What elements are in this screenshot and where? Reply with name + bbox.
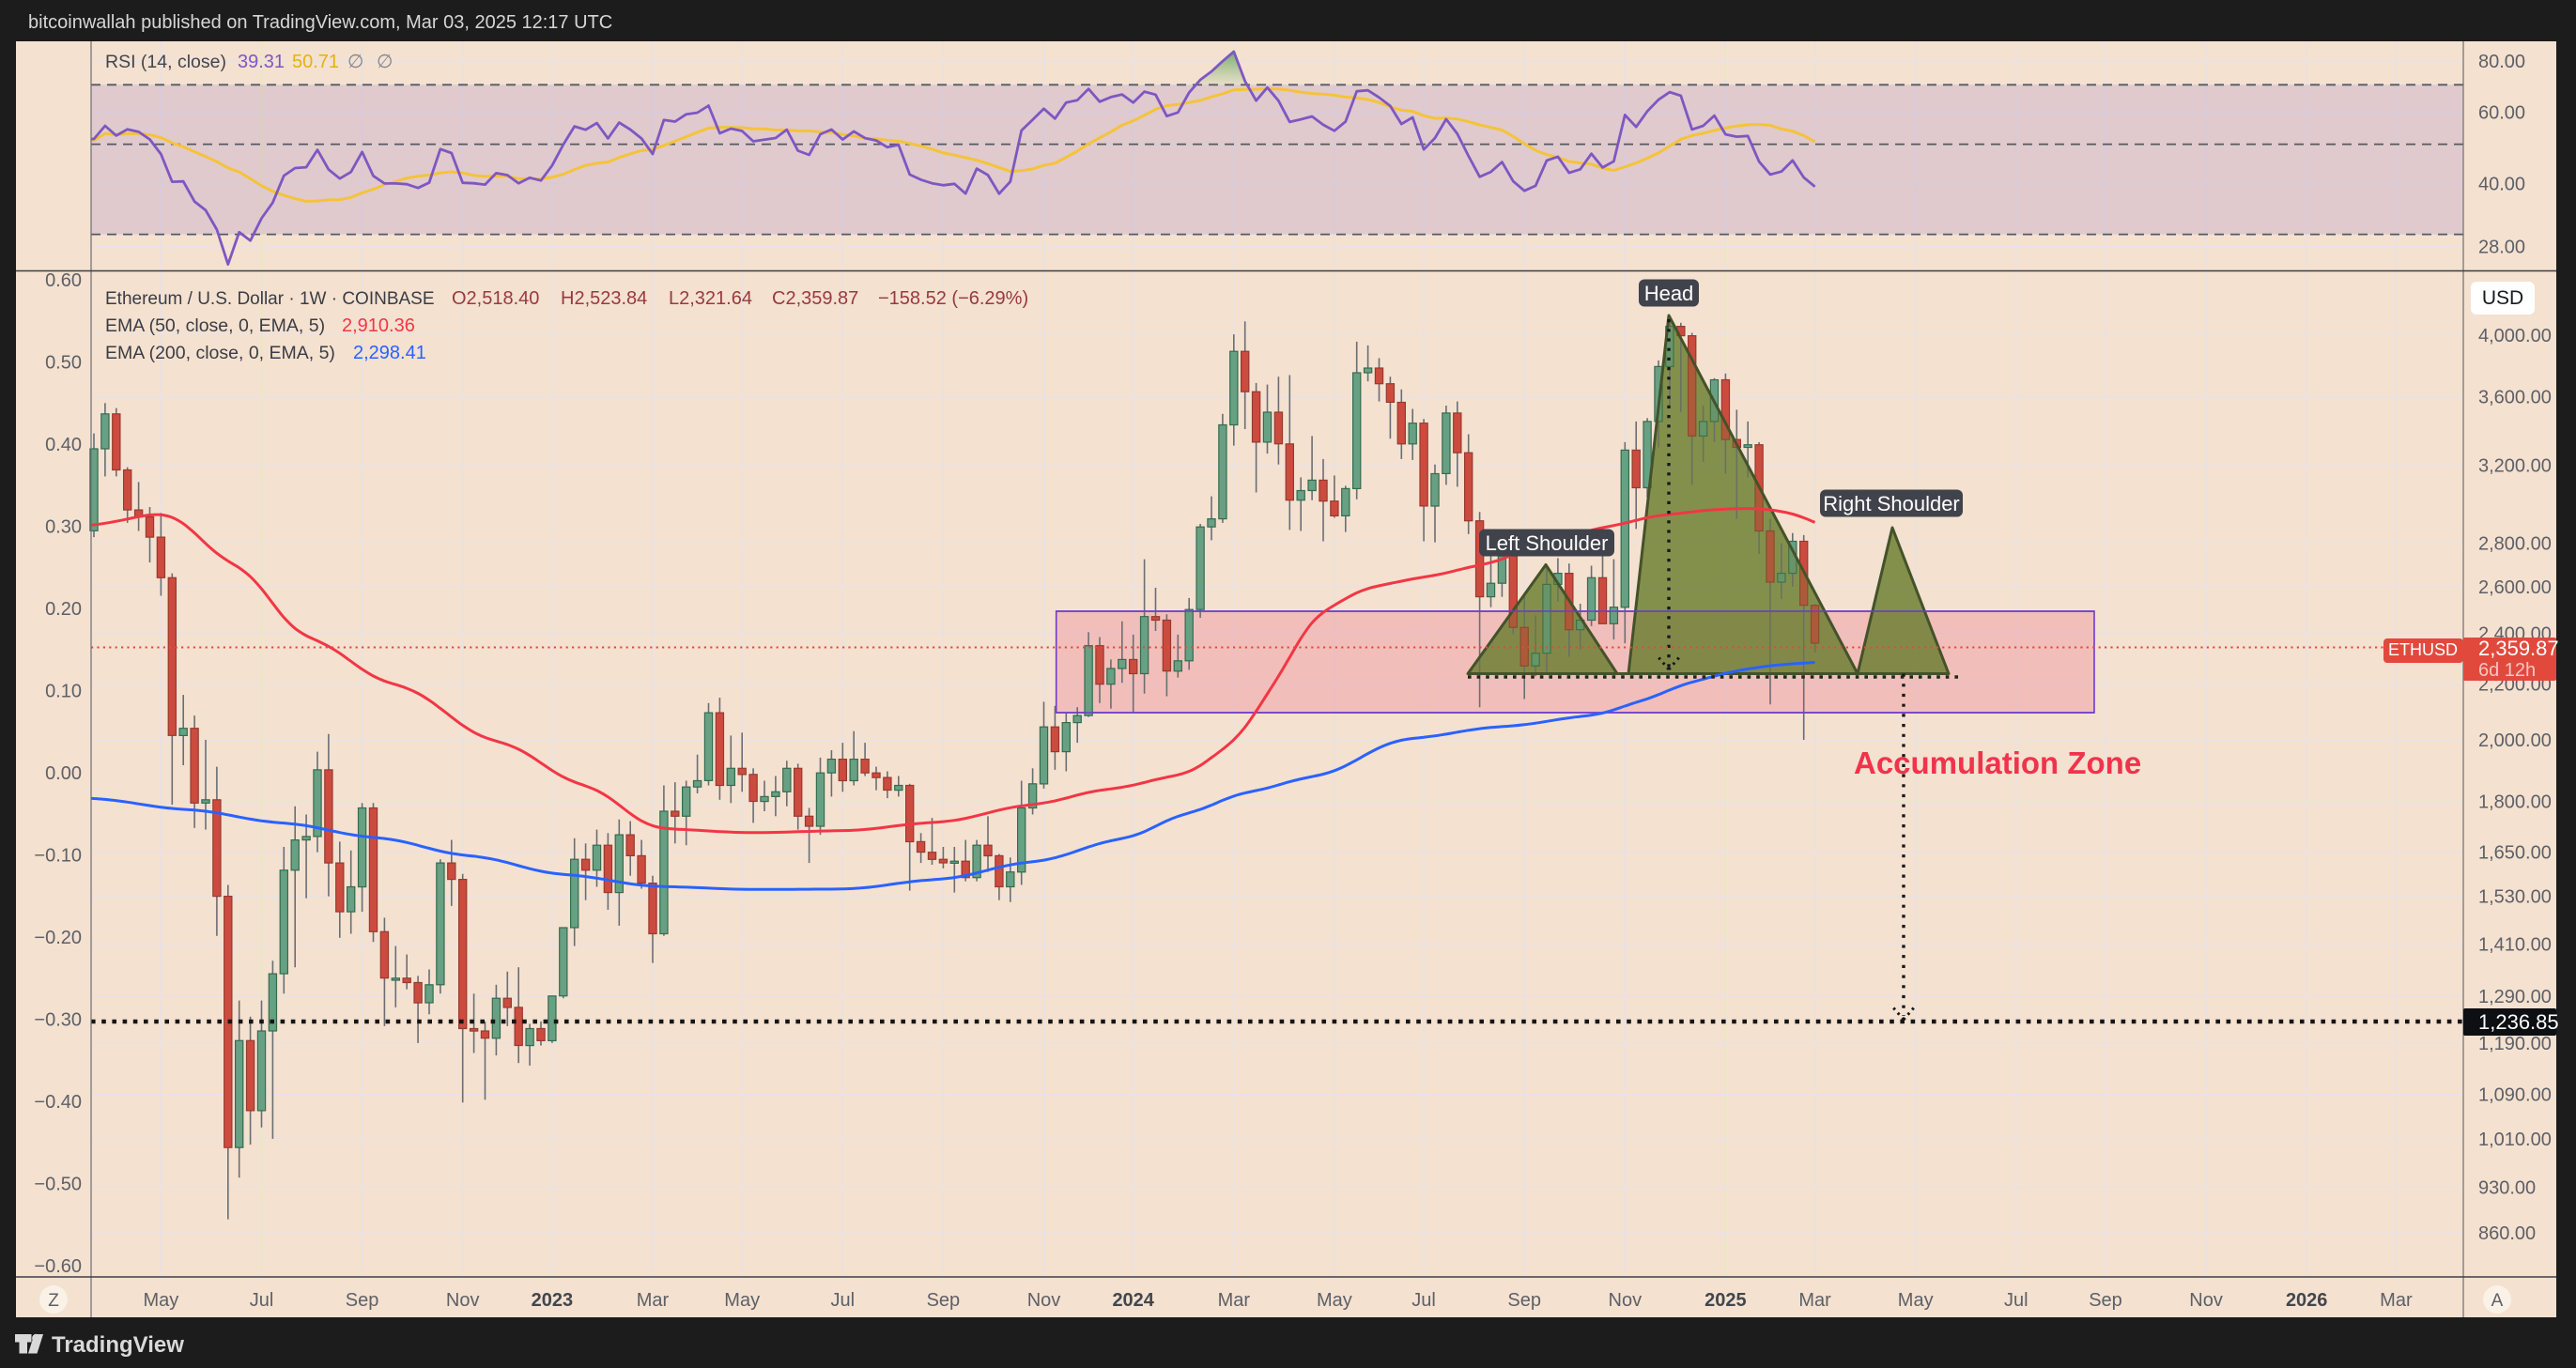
svg-text:2,298.41: 2,298.41: [353, 343, 426, 363]
svg-text:2,000.00: 2,000.00: [2478, 730, 2552, 751]
svg-text:bitcoinwallah published on Tra: bitcoinwallah published on TradingView.c…: [28, 12, 612, 33]
svg-text:USD: USD: [2482, 287, 2523, 309]
svg-text:Mar: Mar: [1798, 1290, 1831, 1311]
svg-text:6d 12h: 6d 12h: [2478, 660, 2536, 681]
svg-text:−0.40: −0.40: [34, 1092, 82, 1113]
svg-text:H2,523.84: H2,523.84: [561, 288, 647, 309]
svg-text:Mar: Mar: [2380, 1290, 2413, 1311]
svg-text:O2,518.40: O2,518.40: [452, 288, 539, 309]
svg-text:Sep: Sep: [2089, 1290, 2122, 1311]
svg-text:Nov: Nov: [1027, 1290, 1061, 1311]
svg-text:3,600.00: 3,600.00: [2478, 387, 2552, 407]
svg-text:Z: Z: [48, 1291, 59, 1311]
svg-text:Left Shoulder: Left Shoulder: [1486, 531, 1609, 555]
svg-text:A: A: [2491, 1291, 2504, 1311]
svg-text:Jul: Jul: [1411, 1290, 1436, 1311]
svg-text:0.30: 0.30: [45, 517, 82, 538]
svg-text:50.71: 50.71: [292, 52, 339, 72]
svg-text:Sep: Sep: [927, 1290, 961, 1311]
svg-text:860.00: 860.00: [2478, 1223, 2536, 1244]
svg-text:0.50: 0.50: [45, 353, 82, 374]
svg-text:1,090.00: 1,090.00: [2478, 1085, 2552, 1106]
svg-text:−0.20: −0.20: [34, 928, 82, 948]
svg-text:ETHUSD: ETHUSD: [2388, 640, 2458, 659]
svg-text:May: May: [144, 1290, 179, 1311]
svg-text:1,010.00: 1,010.00: [2478, 1130, 2552, 1150]
svg-text:Jul: Jul: [2004, 1290, 2028, 1311]
svg-text:0.20: 0.20: [45, 599, 82, 620]
svg-text:1,410.00: 1,410.00: [2478, 934, 2552, 955]
svg-text:Right Shoulder: Right Shoulder: [1823, 492, 1960, 515]
svg-text:2025: 2025: [1704, 1290, 1747, 1311]
svg-text:Mar: Mar: [1218, 1290, 1251, 1311]
svg-text:0.40: 0.40: [45, 435, 82, 455]
svg-text:Jul: Jul: [250, 1290, 274, 1311]
svg-text:C2,359.87: C2,359.87: [772, 288, 858, 309]
svg-text:−158.52 (−6.29%): −158.52 (−6.29%): [878, 288, 1028, 309]
svg-text:1,650.00: 1,650.00: [2478, 843, 2552, 864]
svg-text:Accumulation Zone: Accumulation Zone: [1854, 745, 2141, 780]
svg-text:3,200.00: 3,200.00: [2478, 456, 2552, 477]
svg-text:0.60: 0.60: [45, 270, 82, 291]
svg-text:0.00: 0.00: [45, 763, 82, 784]
svg-text:∅: ∅: [377, 52, 393, 72]
svg-text:Ethereum / U.S. Dollar · 1W ·: Ethereum / U.S. Dollar · 1W · COINBASE: [105, 289, 435, 309]
svg-text:−0.10: −0.10: [34, 846, 82, 867]
svg-text:1,290.00: 1,290.00: [2478, 987, 2552, 1007]
svg-text:RSI (14, close): RSI (14, close): [105, 52, 226, 72]
svg-text:1,236.85: 1,236.85: [2478, 1010, 2559, 1034]
svg-text:Nov: Nov: [2189, 1290, 2223, 1311]
svg-text:2023: 2023: [532, 1290, 574, 1311]
svg-text:2,910.36: 2,910.36: [342, 315, 415, 336]
svg-text:39.31: 39.31: [238, 52, 285, 72]
svg-text:1,530.00: 1,530.00: [2478, 887, 2552, 908]
svg-text:EMA (200, close, 0, EMA, 5): EMA (200, close, 0, EMA, 5): [105, 343, 335, 363]
svg-text:4,000.00: 4,000.00: [2478, 326, 2552, 346]
svg-text:2024: 2024: [1112, 1290, 1154, 1311]
svg-text:1,190.00: 1,190.00: [2478, 1034, 2552, 1054]
svg-text:930.00: 930.00: [2478, 1177, 2536, 1198]
svg-text:Jul: Jul: [831, 1290, 856, 1311]
svg-text:TradingView: TradingView: [52, 1332, 184, 1358]
svg-text:∅: ∅: [347, 52, 363, 72]
svg-text:May: May: [1898, 1290, 1934, 1311]
svg-text:40.00: 40.00: [2478, 175, 2525, 195]
svg-text:L2,321.64: L2,321.64: [669, 288, 752, 309]
svg-text:EMA (50, close, 0, EMA, 5): EMA (50, close, 0, EMA, 5): [105, 315, 325, 336]
svg-text:28.00: 28.00: [2478, 238, 2525, 258]
svg-text:−0.50: −0.50: [34, 1175, 82, 1195]
svg-text:Sep: Sep: [1507, 1290, 1541, 1311]
svg-text:Nov: Nov: [1609, 1290, 1643, 1311]
svg-text:May: May: [724, 1290, 760, 1311]
svg-text:Head: Head: [1644, 282, 1694, 305]
svg-text:0.10: 0.10: [45, 682, 82, 702]
svg-text:1,800.00: 1,800.00: [2478, 792, 2552, 813]
svg-text:Sep: Sep: [346, 1290, 379, 1311]
svg-text:2,600.00: 2,600.00: [2478, 577, 2552, 598]
svg-text:−0.30: −0.30: [34, 1010, 82, 1031]
svg-text:2,359.87: 2,359.87: [2478, 637, 2559, 660]
svg-text:60.00: 60.00: [2478, 102, 2525, 123]
svg-text:2,800.00: 2,800.00: [2478, 534, 2552, 555]
svg-text:80.00: 80.00: [2478, 52, 2525, 72]
svg-text:Mar: Mar: [637, 1290, 670, 1311]
svg-text:−0.60: −0.60: [34, 1256, 82, 1277]
svg-text:May: May: [1317, 1290, 1352, 1311]
svg-text:Nov: Nov: [446, 1290, 480, 1311]
svg-text:2026: 2026: [2286, 1290, 2328, 1311]
